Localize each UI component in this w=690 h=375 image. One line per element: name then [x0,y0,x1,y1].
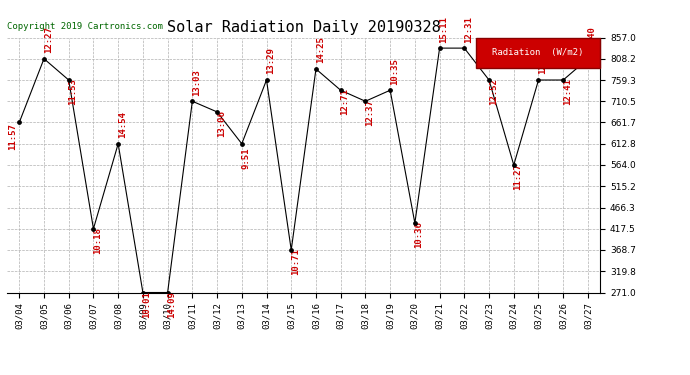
Text: 10:01: 10:01 [143,291,152,318]
Text: 13:29: 13:29 [266,48,275,75]
Text: 12:52: 12:52 [538,48,547,75]
Point [286,247,297,253]
Text: 9:51: 9:51 [241,147,250,169]
Point [261,77,272,83]
Text: Radiation  (W/m2): Radiation (W/m2) [492,48,584,57]
Point [137,290,148,296]
Point [88,226,99,232]
Text: 10:36: 10:36 [415,221,424,248]
Text: 11:53: 11:53 [68,78,77,105]
Text: 15:11: 15:11 [440,16,449,42]
Point [310,66,322,72]
Point [360,98,371,104]
Title: Solar Radiation Daily 20190328: Solar Radiation Daily 20190328 [167,20,440,35]
FancyBboxPatch shape [475,38,600,68]
Text: 12:31: 12:31 [464,16,473,42]
Point [39,56,50,62]
Text: 11:27: 11:27 [513,163,522,190]
Point [409,220,420,226]
Text: Copyright 2019 Cartronics.com: Copyright 2019 Cartronics.com [7,22,163,31]
Point [112,141,124,147]
Text: 12:41: 12:41 [563,78,572,105]
Point [212,109,223,115]
Text: 13:06: 13:06 [217,110,226,137]
Point [459,45,470,51]
Text: 12:40: 12:40 [588,26,597,53]
Text: 10:18: 10:18 [93,227,102,254]
Point [335,87,346,93]
Point [484,77,495,83]
Point [558,77,569,83]
Text: 12:52: 12:52 [489,78,497,105]
Text: 12:37: 12:37 [365,99,374,126]
Text: 10:71: 10:71 [291,248,300,275]
Point [63,77,75,83]
Text: 12:71: 12:71 [340,88,349,115]
Text: 12:27: 12:27 [43,26,52,53]
Point [434,45,445,51]
Text: 13:03: 13:03 [192,69,201,96]
Point [509,162,520,168]
Text: 10:35: 10:35 [390,58,399,85]
Point [533,77,544,83]
Point [187,98,198,104]
Text: 14:54: 14:54 [118,111,127,138]
Point [384,87,395,93]
Text: 14:09: 14:09 [167,291,176,318]
Point [162,290,173,296]
Text: 14:25: 14:25 [315,36,324,63]
Text: 11:57: 11:57 [8,123,17,150]
Point [236,141,247,147]
Point [582,56,593,62]
Point [14,120,25,126]
